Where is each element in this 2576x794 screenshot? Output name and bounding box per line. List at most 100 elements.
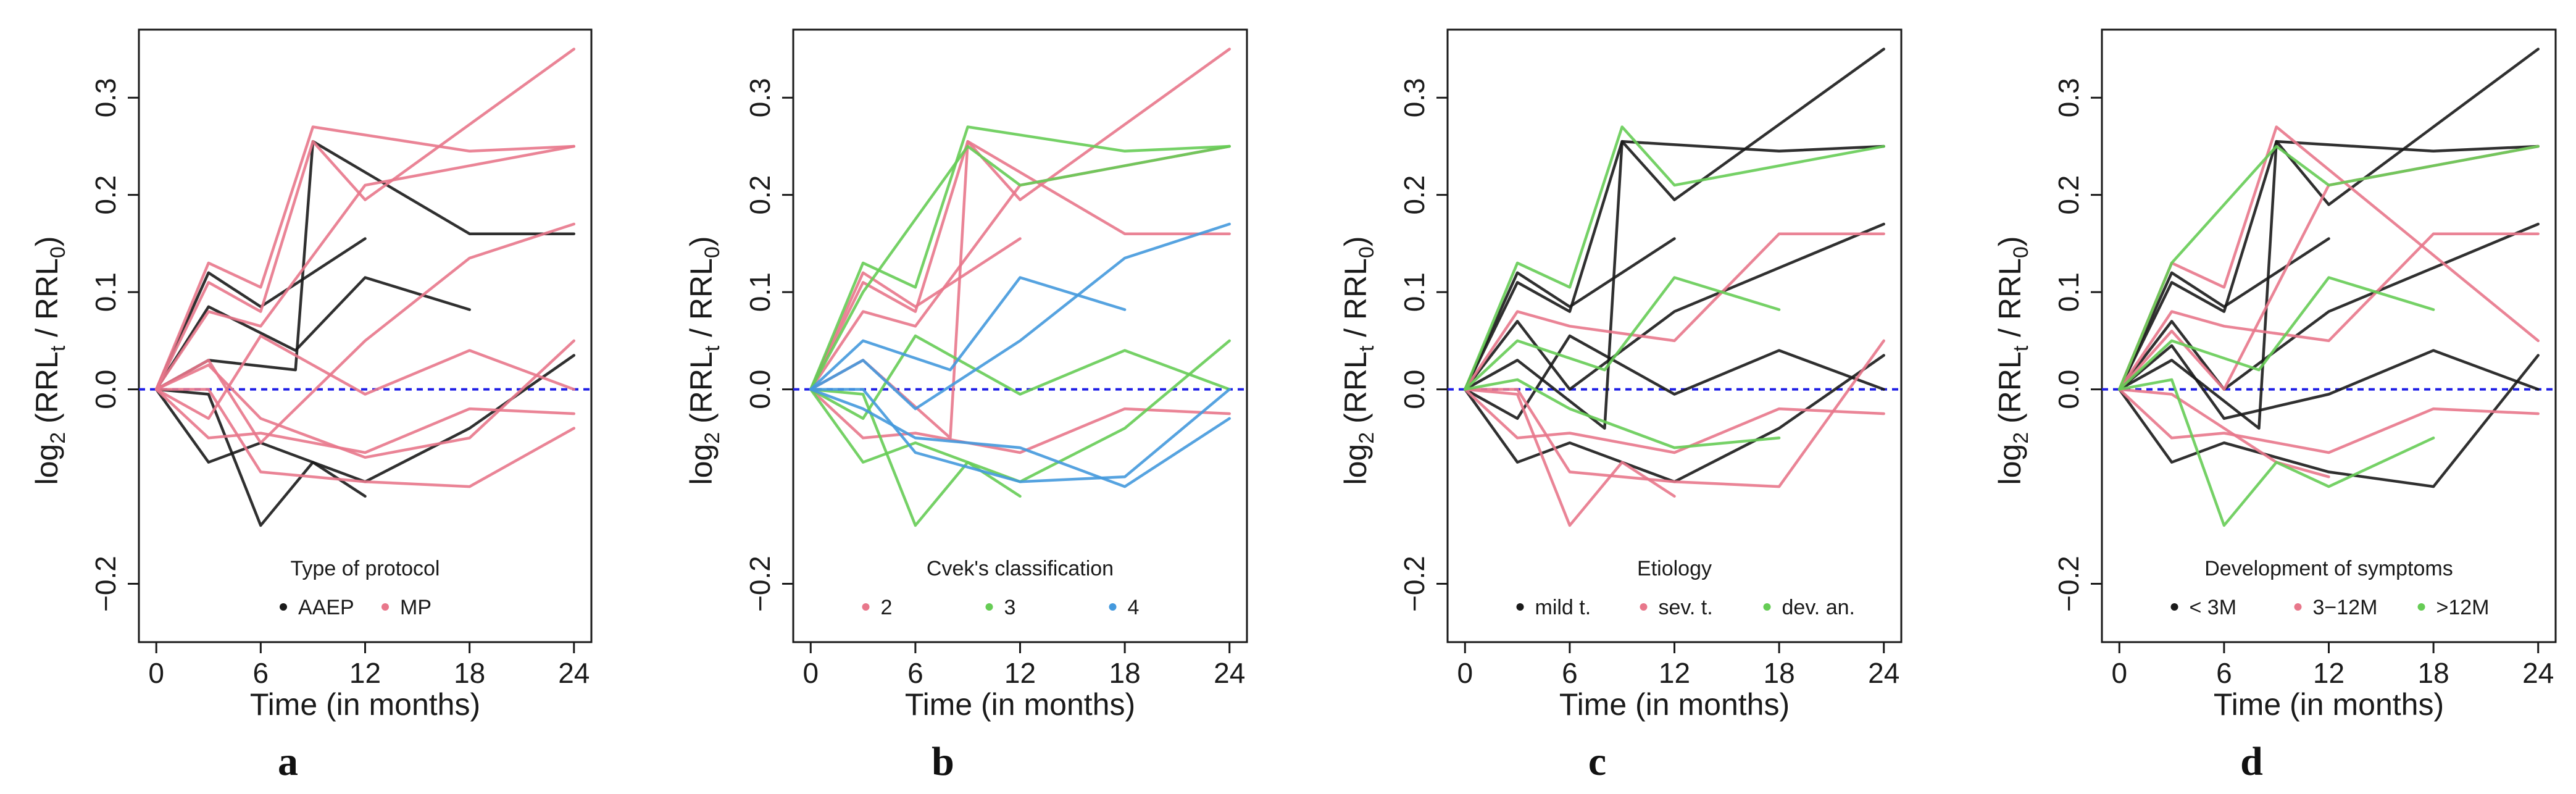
panel-letter: d	[2240, 739, 2263, 784]
series-line-8	[154, 222, 576, 445]
y-axis-label-part: log	[684, 444, 719, 485]
series-line-9	[154, 334, 576, 420]
y-axis-label-subscript: t	[46, 345, 70, 351]
x-axis-label: Time (in months)	[250, 687, 480, 722]
y-axis-label-part: (RRL	[1338, 351, 1373, 432]
y-axis-label-subscript: t	[2009, 345, 2033, 351]
x-tick-label: 0	[1457, 657, 1473, 689]
x-tick-label: 12	[1004, 657, 1036, 689]
series-line-5	[1464, 334, 1885, 420]
legend-title: Development of symptoms	[2204, 557, 2453, 580]
y-axis-label-part: / RRL	[684, 258, 719, 346]
x-axis-label: Time (in months)	[2214, 687, 2444, 722]
series-line-0	[154, 237, 367, 391]
series-line-6	[809, 144, 1231, 391]
y-axis-label-part: )	[1993, 236, 2027, 247]
y-axis-label-part: log	[1338, 444, 1373, 485]
series-line-7	[2118, 388, 2330, 478]
panel-c: 0 6 12 18 24 −0.2 0.0 0.1 0.2 0.3 Time (in months)…	[1338, 28, 1903, 784]
y-tick-label: 0.0	[2053, 370, 2085, 409]
x-tick-label: 18	[1764, 657, 1795, 689]
series-line-4	[154, 388, 367, 527]
series-line-1	[2118, 48, 2540, 391]
series-line-5	[154, 125, 576, 391]
legend-title: Etiology	[1637, 557, 1712, 580]
legend-marker	[985, 603, 993, 611]
legend-entry-label: >12M	[2436, 596, 2490, 619]
series-line-5	[809, 125, 1231, 391]
x-tick-label: 18	[2418, 657, 2449, 689]
y-axis-label-subscript: t	[701, 345, 724, 351]
y-tick-label: 0.0	[1398, 370, 1430, 409]
series-line-1	[1464, 48, 1885, 391]
y-tick-label: 0.1	[744, 272, 776, 312]
y-axis-label-subscript: 0	[701, 246, 724, 258]
x-tick-label: 18	[1109, 657, 1141, 689]
series-line-8	[2118, 388, 2540, 454]
legend-entry-label: 4	[1128, 596, 1140, 619]
legend-marker	[2294, 603, 2302, 611]
series-line-12	[154, 339, 576, 459]
y-axis-label-part: (RRL	[30, 351, 64, 432]
legend-entry-label: 3	[1004, 596, 1016, 619]
y-axis-label-part: )	[1338, 236, 1373, 247]
x-tick-label: 24	[2522, 657, 2554, 689]
panel-d: 0 6 12 18 24 −0.2 0.0 0.1 0.2 0.3 Time (in months)…	[1993, 28, 2557, 784]
x-tick-label: 6	[1562, 657, 1578, 689]
legend-marker	[862, 603, 870, 611]
series-line-10	[809, 222, 1231, 411]
panel-a: 0 6 12 18 24 −0.2 0.0 0.1 0.2 0.3 Time (in months)…	[30, 28, 593, 784]
legend-marker	[1763, 603, 1771, 611]
legend-marker	[1109, 603, 1117, 611]
legend-marker	[2417, 603, 2425, 611]
y-axis-label: log2 (RRLt / RRL0)	[1338, 236, 1378, 485]
legend-entry-label: AAEP	[298, 596, 354, 619]
series-line-9	[809, 334, 1231, 420]
series-line-10	[154, 388, 576, 454]
x-tick-label: 24	[558, 657, 590, 689]
y-tick-label: 0.2	[90, 175, 122, 215]
x-tick-label: 6	[907, 657, 923, 689]
panel-letter: a	[278, 739, 298, 784]
series-line-11	[154, 388, 576, 488]
legend-marker	[1640, 603, 1648, 611]
series-line-1	[809, 48, 1231, 391]
legend-entry-label: 2	[881, 596, 893, 619]
y-axis-label-part: )	[30, 236, 64, 247]
plot-frame	[792, 28, 1248, 643]
series-line-0	[809, 237, 1022, 391]
series-line-8	[809, 388, 1022, 527]
y-axis-label-part: (RRL	[1993, 351, 2027, 432]
series-line-12	[2118, 276, 2435, 391]
x-tick-label: 0	[2111, 657, 2127, 689]
plot-frame	[1446, 28, 1903, 643]
series-line-12	[1464, 378, 1781, 449]
series-line-12	[809, 388, 1231, 488]
x-tick-label: 18	[454, 657, 485, 689]
series-line-4	[2118, 354, 2540, 488]
y-tick-label: 0.3	[1398, 78, 1430, 117]
y-axis-label-subscript: 2	[46, 432, 70, 444]
series-line-2	[2118, 140, 2540, 430]
legend-marker	[1516, 603, 1524, 611]
legend-marker	[381, 603, 389, 611]
y-tick-label: 0.1	[2053, 272, 2085, 312]
y-axis-label-part: log	[1993, 444, 2027, 485]
series-line-5	[2118, 344, 2540, 420]
y-tick-label: 0.0	[744, 370, 776, 409]
series-line-2	[154, 140, 576, 391]
series-line-9	[1464, 339, 1885, 488]
y-tick-label: −0.2	[90, 556, 122, 612]
legend-entry-label: dev. an.	[1782, 596, 1855, 619]
y-tick-label: −0.2	[2053, 556, 2085, 612]
y-axis-label-subscript: 2	[701, 432, 724, 444]
y-axis-label-part: / RRL	[1993, 258, 2027, 346]
series-line-11	[809, 276, 1127, 391]
x-tick-label: 12	[1659, 657, 1690, 689]
legend-title: Type of protocol	[291, 557, 440, 580]
series-line-10	[1464, 125, 1885, 391]
x-tick-label: 24	[1214, 657, 1245, 689]
series-line-6	[1464, 232, 1885, 391]
